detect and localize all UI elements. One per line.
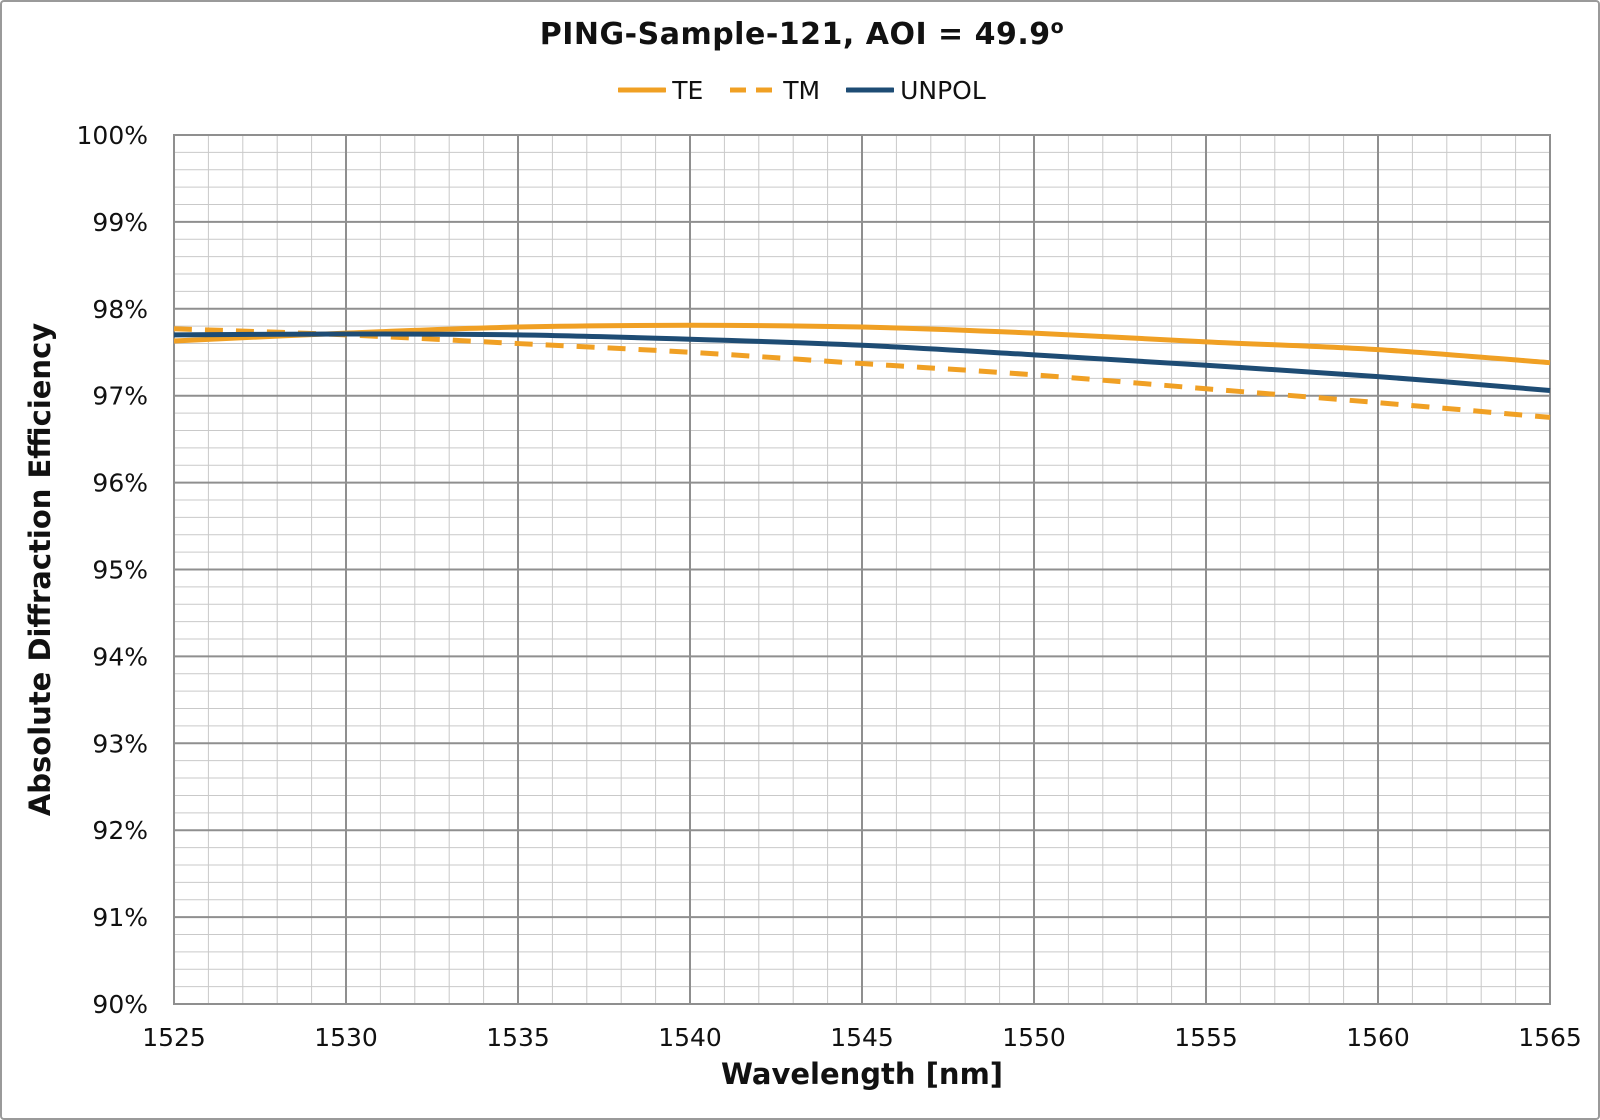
chart-title: PING-Sample-121, AOI = 49.9o (2, 16, 1598, 52)
legend-item-unpol: UNPOL (846, 76, 986, 105)
x-tick-label: 1560 (1346, 1023, 1410, 1052)
y-tick-label: 99% (92, 208, 148, 237)
legend-label-unpol: UNPOL (900, 75, 986, 105)
y-axis-tick-labels: 100% 99% 98% 97% 96% 95% 94% 93% 92% 91% 90% (77, 121, 148, 1019)
te-line-swatch-icon (618, 87, 667, 93)
y-tick-label: 92% (92, 816, 148, 845)
legend-item-te: TE (618, 76, 703, 105)
legend-label-tm: TM (783, 75, 821, 105)
x-tick-label: 1540 (658, 1023, 722, 1052)
x-tick-label: 1525 (142, 1023, 206, 1052)
series-line-tm (173, 326, 1551, 420)
y-tick-label: 91% (92, 903, 148, 932)
legend-item-tm: TM (729, 76, 820, 105)
legend-label-te: TE (672, 75, 704, 105)
x-tick-label: 1545 (830, 1023, 894, 1052)
y-tick-label: 100% (77, 121, 148, 150)
y-tick-label: 96% (92, 469, 148, 498)
chart-title-text: PING-Sample-121, AOI = 49.9 (539, 17, 1051, 52)
y-tick-label: 94% (92, 642, 148, 671)
plot-border (173, 134, 1551, 1005)
x-axis-title: Wavelength [nm] (721, 1057, 1003, 1091)
x-tick-label: 1530 (314, 1023, 378, 1052)
x-tick-label: 1555 (1174, 1023, 1238, 1052)
y-tick-label: 93% (92, 729, 148, 758)
y-tick-label: 90% (92, 990, 148, 1019)
y-tick-label: 95% (92, 556, 148, 585)
y-tick-label: 97% (92, 382, 148, 411)
chart-title-degree-superscript: o (1050, 16, 1065, 38)
x-tick-label: 1565 (1518, 1023, 1582, 1052)
x-tick-label: 1550 (1002, 1023, 1066, 1052)
tm-dashed-line-swatch-icon (730, 87, 778, 93)
x-tick-label: 1535 (486, 1023, 550, 1052)
unpol-line-swatch-icon (846, 87, 895, 93)
series-line-te (173, 322, 1551, 366)
y-axis-title: Absolute Diffraction Efficiency (23, 323, 57, 816)
data-series-lines (173, 322, 1551, 420)
chart-legend: TE TM UNPOL (2, 74, 1598, 106)
y-tick-label: 98% (92, 295, 148, 324)
series-line-unpol (173, 331, 1551, 393)
x-axis-tick-labels: 1525 1530 1535 1540 1545 1550 1555 1560 1565 (142, 1023, 1582, 1052)
